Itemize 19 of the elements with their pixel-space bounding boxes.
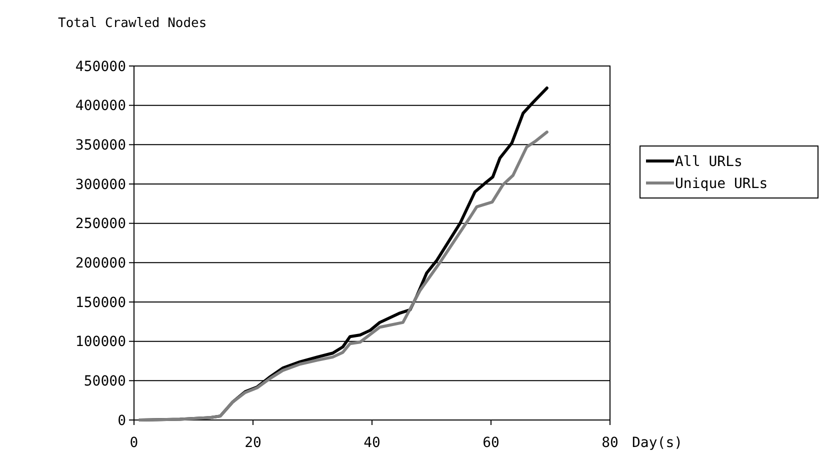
y-tick-label: 300000 [75,176,126,193]
chart-title: Total Crawled Nodes [58,16,207,31]
x-tick-label: 60 [482,435,500,451]
x-tick-label: 20 [244,435,262,451]
x-axis-title: Day(s) [632,435,683,451]
legend-label: All URLs [675,154,742,170]
y-tick-label: 400000 [75,98,126,114]
y-tick-label: 200000 [75,256,126,272]
x-tick-label: 80 [602,435,618,451]
x-tick-label: 0 [130,435,138,451]
x-tick-label: 40 [364,435,380,451]
y-tick-label: 450000 [75,58,126,75]
y-tick-label: 150000 [75,294,126,311]
y-tick-label: 100000 [75,334,126,350]
y-tick-label: 0 [118,412,126,429]
y-tick-label: 250000 [75,216,126,232]
y-tick-label: 350000 [75,138,126,154]
y-tick-label: 50000 [84,374,126,390]
legend-label: Unique URLs [675,176,768,192]
